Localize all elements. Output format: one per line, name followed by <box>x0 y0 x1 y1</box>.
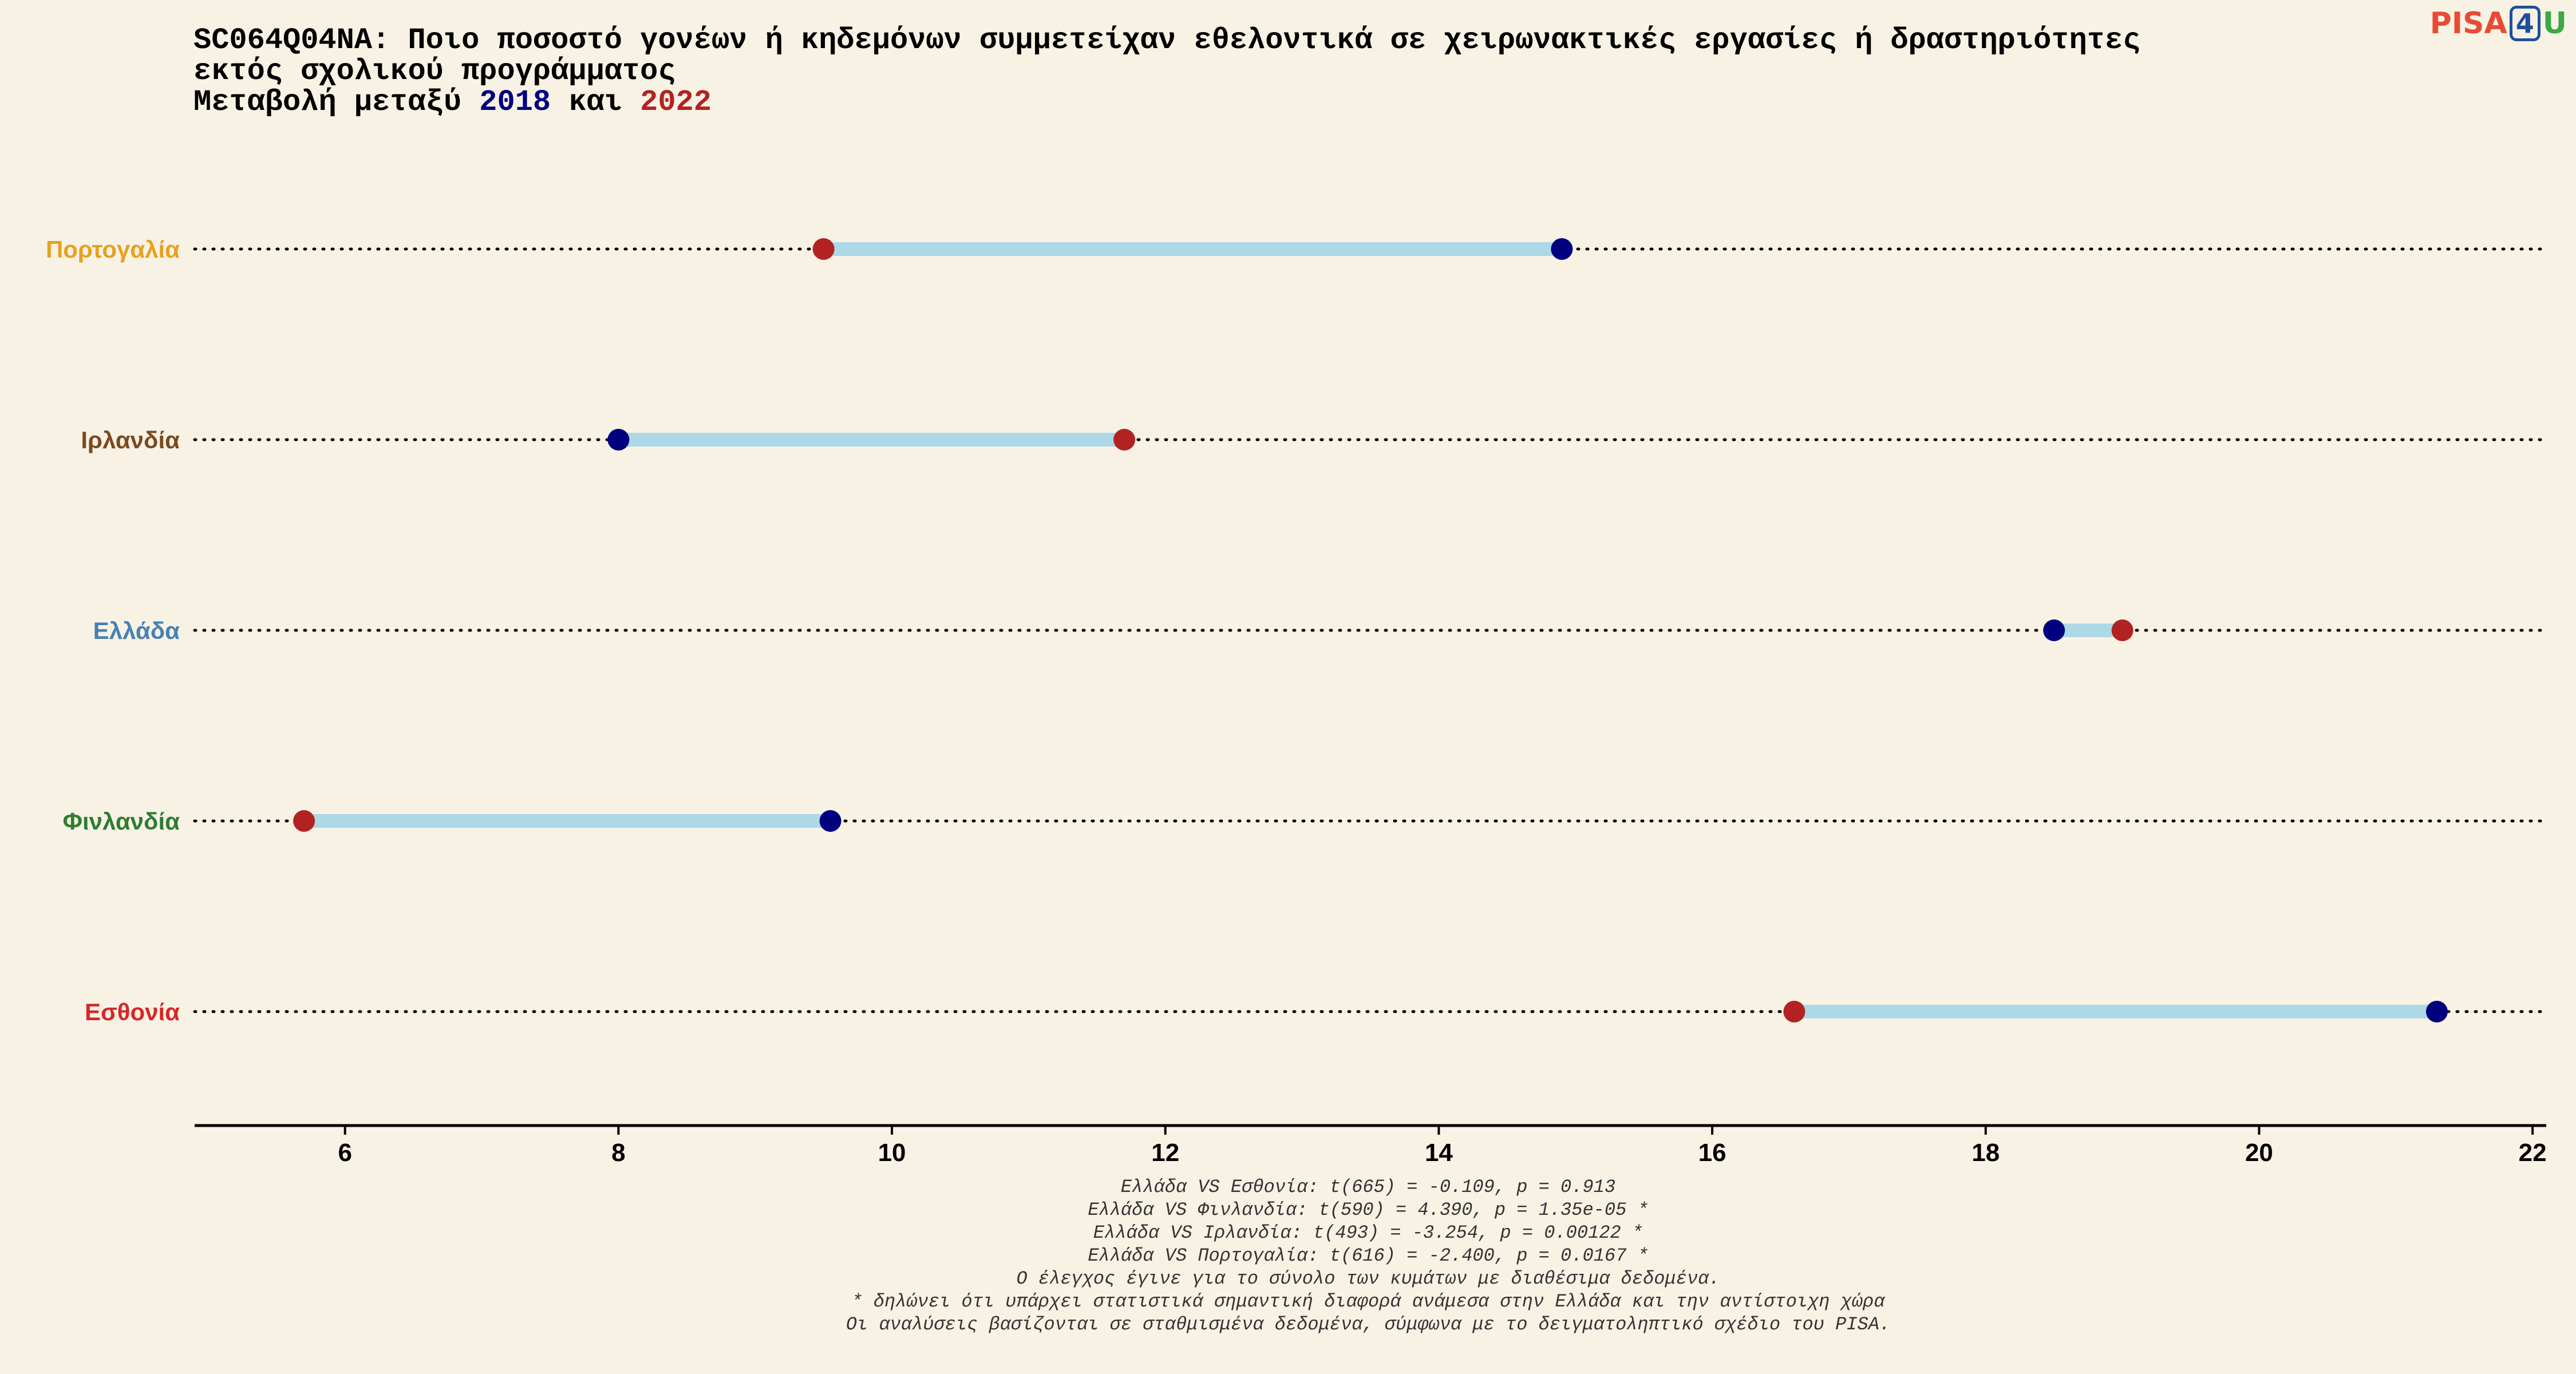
row-4-point-2018 <box>2425 1001 2448 1022</box>
subtitle-year-2022: 2022 <box>640 85 712 119</box>
title-line-2: εκτός σχολικού προγράμματος <box>193 54 676 88</box>
subtitle-year-2018: 2018 <box>479 85 551 119</box>
row-2-point-2022 <box>2111 619 2134 641</box>
subtitle-mid: και <box>551 85 641 119</box>
x-tick-label-6: 6 <box>338 1139 351 1167</box>
row-0-point-2018 <box>1551 238 1573 260</box>
pisa4u-logo: PISA 4 U <box>2430 6 2567 41</box>
chart-title: SC064Q04NA: Ποιο ποσοστό γονέων ή κηδεμό… <box>193 25 2426 118</box>
footnote-2: Ελλάδα VS Ιρλανδία: t(493) = -3.254, p =… <box>1093 1222 1643 1243</box>
logo-text-u: U <box>2542 6 2567 41</box>
x-tick-label-8: 8 <box>611 1139 625 1167</box>
subtitle-prefix: Μεταβολή μεταξύ <box>193 85 480 119</box>
row-3-country-label: Φινλανδία <box>63 808 180 835</box>
x-tick-label-14: 14 <box>1425 1139 1453 1167</box>
row-1-country-label: Ιρλανδία <box>81 427 180 453</box>
x-tick-label-18: 18 <box>1971 1139 2000 1167</box>
logo-text-pisa: PISA <box>2429 6 2507 41</box>
row-0-point-2022 <box>812 238 835 260</box>
x-tick-label-12: 12 <box>1151 1139 1179 1167</box>
x-tick-label-22: 22 <box>2519 1139 2547 1167</box>
x-tick-label-10: 10 <box>878 1139 906 1167</box>
footnote-3: Ελλάδα VS Πορτογαλία: t(616) = -2.400, p… <box>1088 1245 1649 1266</box>
row-1-point-2022 <box>1113 429 1136 451</box>
footnote-0: Ελλάδα VS Εσθονία: t(665) = -0.109, p = … <box>1120 1176 1616 1198</box>
row-3-point-2018 <box>819 810 841 832</box>
row-4-country-label: Εσθονία <box>85 998 180 1025</box>
logo-text-4: 4 <box>2509 6 2541 41</box>
row-2-country-label: Ελλάδα <box>93 617 180 644</box>
row-0-country-label: Πορτογαλία <box>46 236 180 263</box>
footnote-1: Ελλάδα VS Φινλανδία: t(590) = 4.390, p =… <box>1088 1199 1649 1221</box>
x-tick-label-16: 16 <box>1698 1139 1726 1167</box>
row-1-point-2018 <box>607 429 630 451</box>
row-2-point-2018 <box>2043 619 2065 641</box>
footnote-5: * δηλώνει ότι υπάρχει στατιστικά σημαντι… <box>851 1291 1885 1312</box>
row-4-point-2022 <box>1783 1001 1805 1022</box>
footnote-6: Οι αναλύσεις βασίζονται σε σταθμισμένα δ… <box>846 1314 1891 1335</box>
title-line-1: SC064Q04NA: Ποιο ποσοστό γονέων ή κηδεμό… <box>193 23 2141 57</box>
subtitle: Μεταβολή μεταξύ 2018 και 2022 <box>193 87 2426 118</box>
row-3-point-2022 <box>293 810 315 832</box>
footnotes: Ελλάδα VS Εσθονία: t(665) = -0.109, p = … <box>0 1176 2576 1336</box>
footnote-4: Ο έλεγχος έγινε για το σύνολο των κυμάτω… <box>1016 1268 1720 1289</box>
x-tick-label-20: 20 <box>2245 1139 2273 1167</box>
